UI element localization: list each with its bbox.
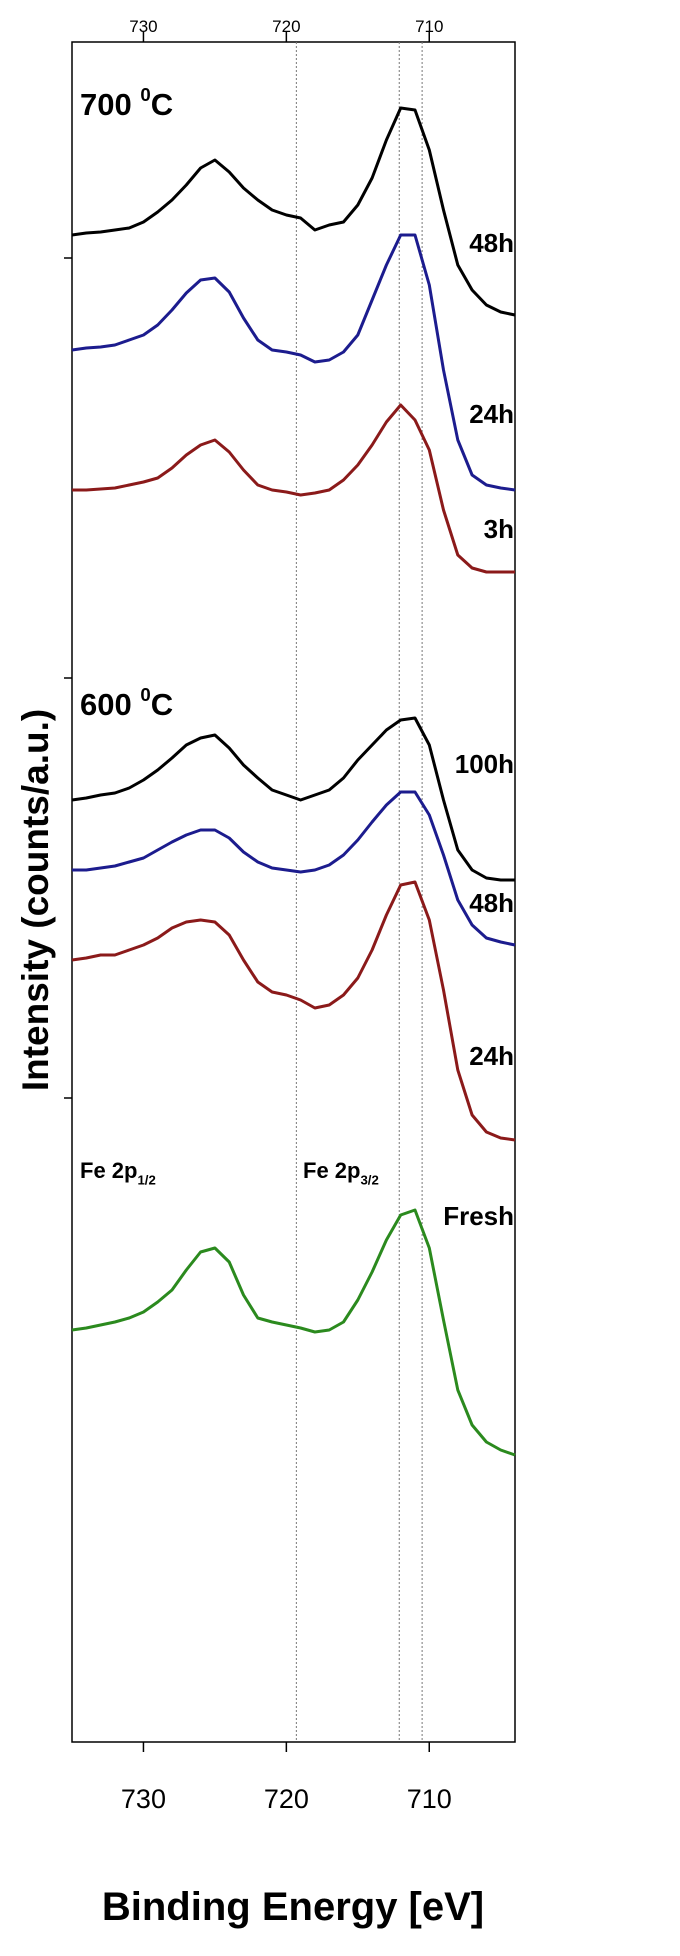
annotation-superscript: 0 [140, 84, 150, 105]
series-label: 48h [469, 228, 514, 258]
spectrum-line [71, 716, 515, 882]
annotation-superscript: 0 [140, 684, 150, 705]
plot-frame [71, 41, 516, 1743]
annotation-tail: C [151, 687, 173, 722]
annotation-text: Fe 2p [303, 1158, 360, 1183]
series-label: 100h [455, 749, 514, 779]
annotation-text: 600 [80, 687, 140, 722]
series-label: Fresh [443, 1201, 514, 1231]
annotation-text: 700 [80, 87, 140, 122]
annotation: 700 0C [80, 84, 173, 122]
annotation: Fe 2p1/2 [80, 1158, 156, 1188]
series-label: 24h [469, 399, 514, 429]
x-tick-label: 730 [121, 1784, 166, 1814]
spectrum-line [71, 880, 516, 1142]
spectrum-line [72, 403, 515, 574]
x-tick-label: 710 [407, 1784, 452, 1814]
spectrum-line [71, 233, 516, 492]
x-axis-title: Binding Energy [eV] [102, 1885, 484, 1929]
series-label: 3h [484, 514, 514, 544]
annotation-tail: C [151, 87, 173, 122]
annotation: Fe 2p3/2 [303, 1158, 379, 1188]
annotation-subscript: 1/2 [137, 1173, 155, 1188]
x-tick-label: 720 [264, 1784, 309, 1814]
annotation-subscript: 3/2 [360, 1173, 378, 1188]
spectrum-line [71, 106, 516, 317]
y-axis-title: Intensity (counts/a.u.) [15, 709, 56, 1091]
annotation-text: Fe 2p [80, 1158, 137, 1183]
x-tick-label-top: 730 [129, 17, 157, 36]
series-label: 24h [469, 1041, 514, 1071]
spectrum-line [72, 790, 516, 947]
series-label: 48h [469, 888, 514, 918]
spectrum-line [71, 1208, 516, 1457]
annotation: 600 0C [80, 684, 173, 722]
x-tick-label-top: 720 [272, 17, 300, 36]
x-tick-label-top: 710 [415, 17, 443, 36]
